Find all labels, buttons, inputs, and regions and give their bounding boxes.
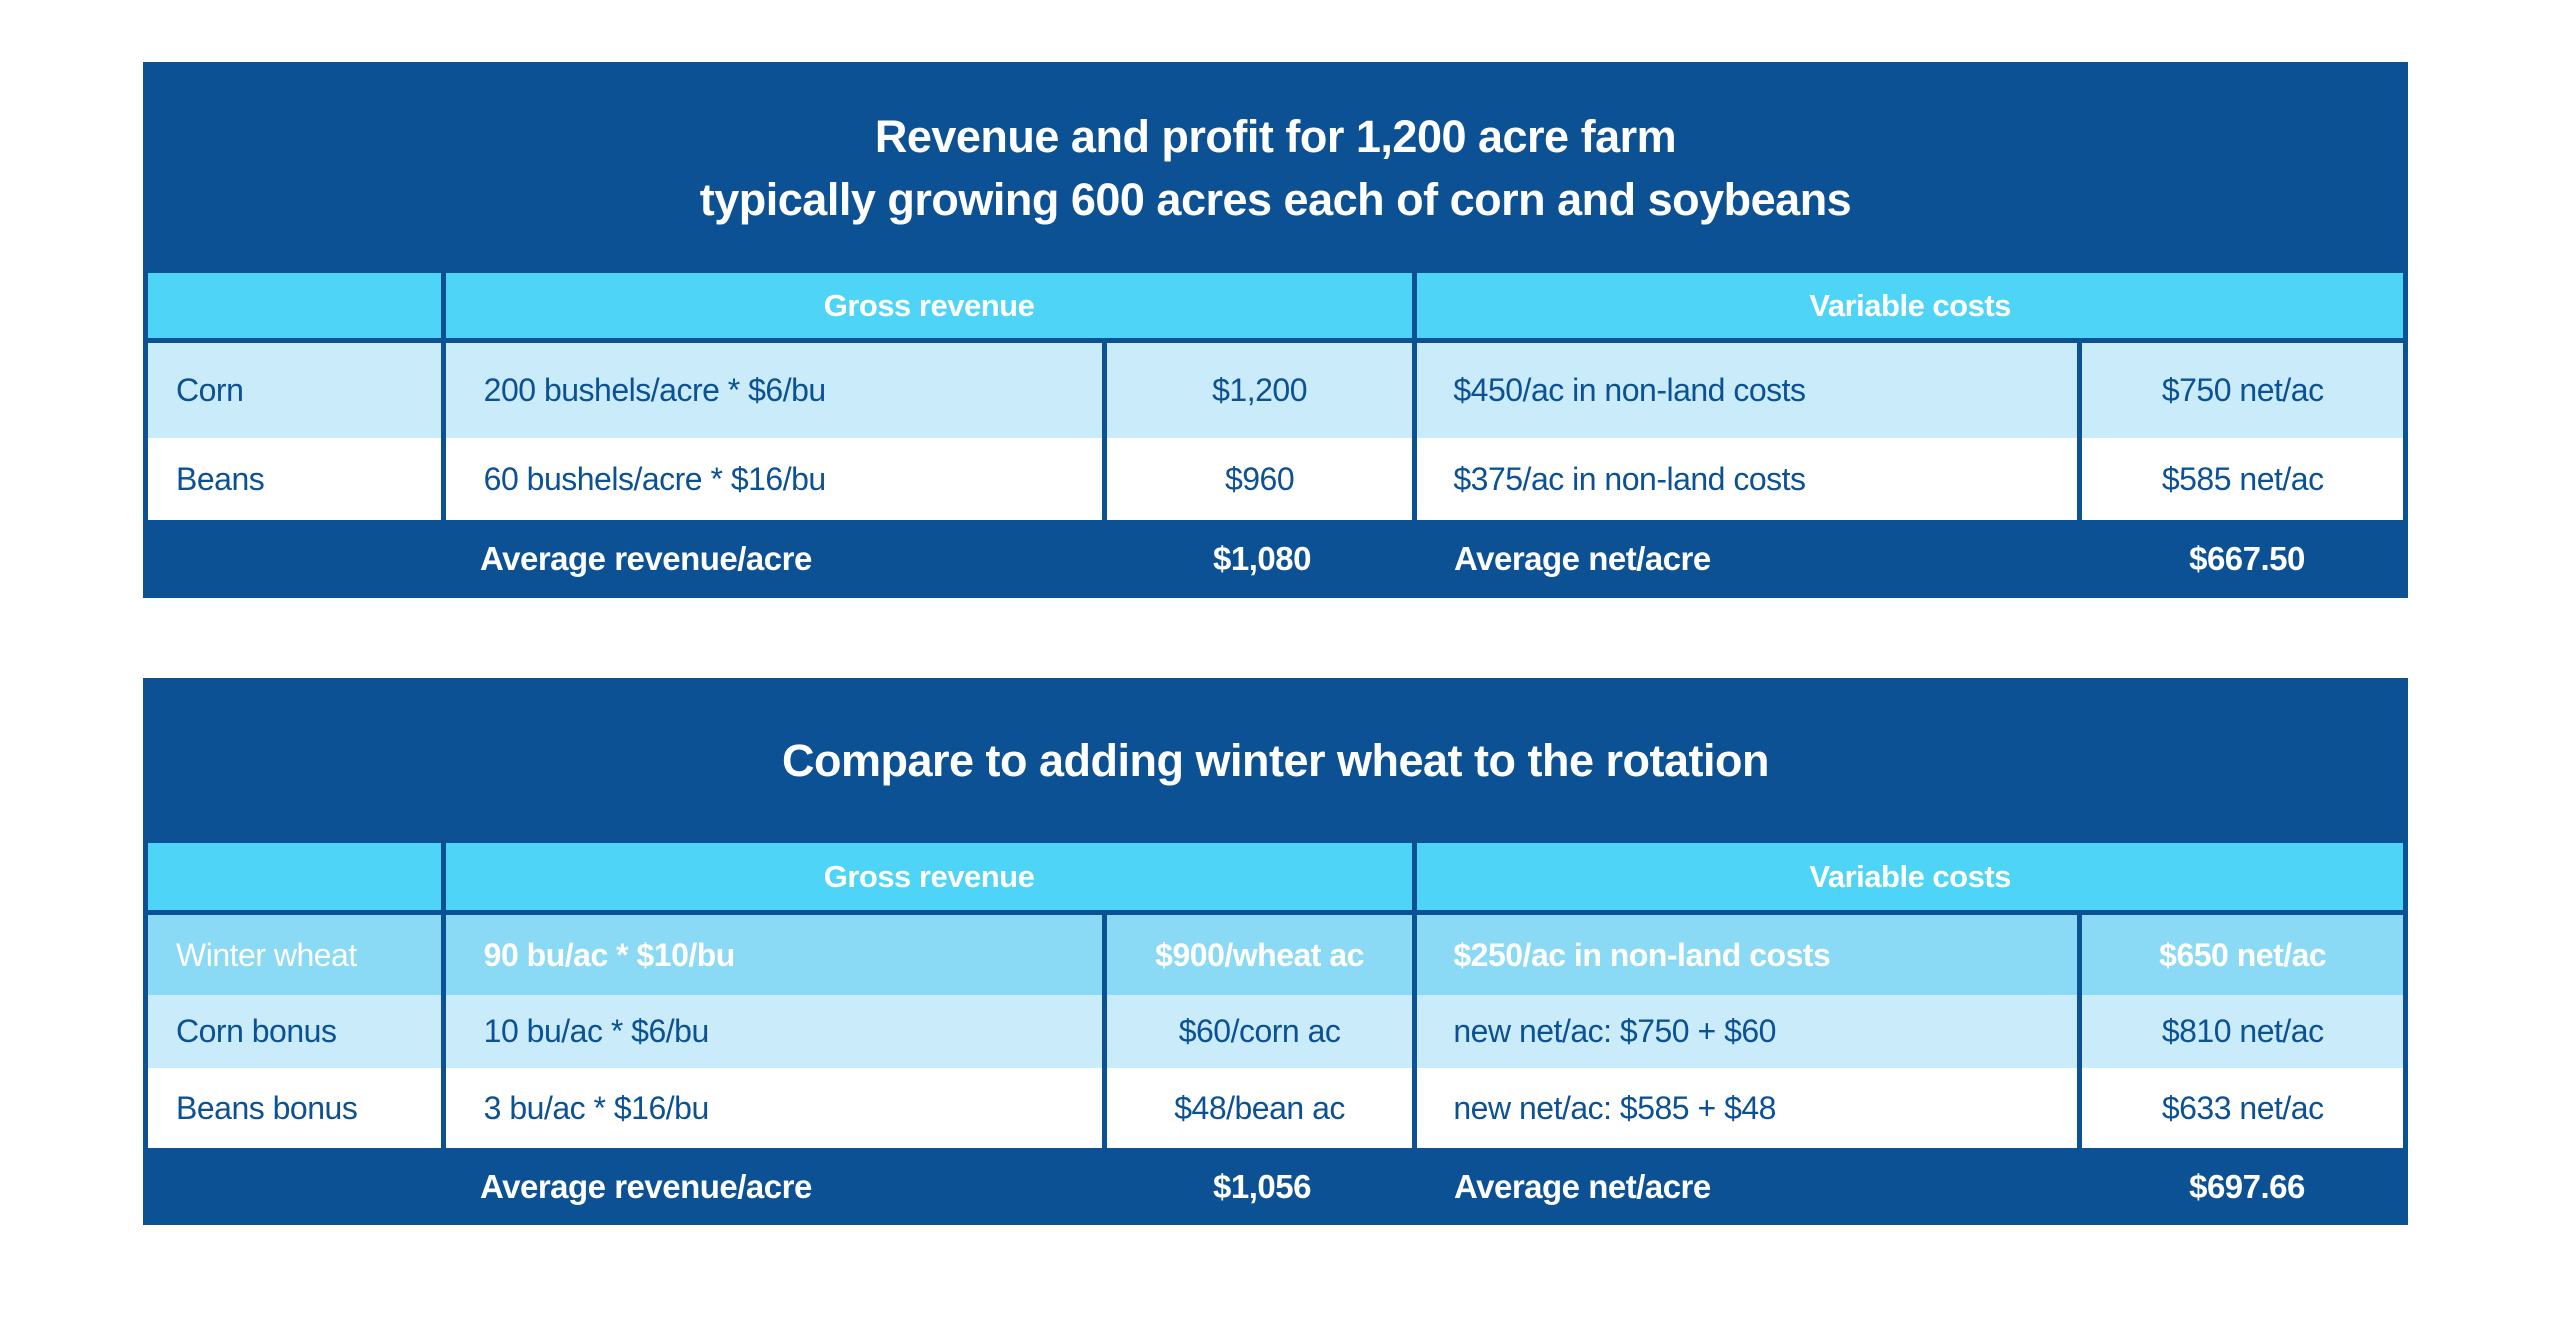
net-value: $585 net/ac bbox=[2161, 460, 2324, 497]
column-header-row: Gross revenue Variable costs bbox=[143, 843, 2408, 915]
gross-revenue-value: $1,200 bbox=[1107, 343, 1418, 438]
gross-revenue-value: $48/bean ac bbox=[1107, 1068, 1418, 1148]
gross-revenue-formula: 3 bu/ac * $16/bu bbox=[446, 1068, 1107, 1148]
variable-costs-description: $250/ac in non-land costs bbox=[1417, 915, 2083, 995]
table-row-corn: Corn 200 bushels/acre * $6/bu $1,200 $45… bbox=[143, 343, 2408, 438]
farm-revenue-table: Revenue and profit for 1,200 acre farm t… bbox=[143, 62, 2408, 598]
empty-header-cell bbox=[148, 843, 446, 910]
variable-costs-description: new net/ac: $750 + $60 bbox=[1417, 995, 2083, 1068]
table-row-beans: Beans 60 bushels/acre * $16/bu $960 $375… bbox=[143, 438, 2408, 520]
gross-revenue-formula: 60 bushels/acre * $16/bu bbox=[446, 438, 1107, 520]
empty-footer-cell bbox=[143, 520, 442, 598]
column-header-row: Gross revenue Variable costs bbox=[143, 273, 2408, 343]
row-label: Corn bonus bbox=[148, 995, 446, 1068]
net-value: $650 net/ac bbox=[2159, 936, 2327, 973]
empty-footer-cell bbox=[143, 1148, 442, 1225]
average-revenue-label: Average revenue/acre bbox=[480, 1167, 812, 1205]
table-title-line-1: Revenue and profit for 1,200 acre farm bbox=[874, 110, 1677, 162]
variable-costs-header: Variable costs bbox=[1417, 273, 2403, 338]
table-row-winter-wheat: Winter wheat 90 bu/ac * $10/bu $900/whea… bbox=[143, 915, 2408, 995]
row-label: Winter wheat bbox=[148, 915, 446, 995]
table-title-line-2: typically growing 600 acres each of corn… bbox=[699, 173, 1852, 225]
gross-revenue-value: $900/wheat ac bbox=[1107, 915, 1418, 995]
variable-costs-description: $450/ac in non-land costs bbox=[1417, 343, 2083, 438]
variable-costs-description: $375/ac in non-land costs bbox=[1417, 438, 2083, 520]
net-value: $750 net/ac bbox=[2161, 372, 2324, 408]
average-net-label: Average net/acre bbox=[1454, 540, 1711, 577]
table-row-beans-bonus: Beans bonus 3 bu/ac * $16/bu $48/bean ac… bbox=[143, 1068, 2408, 1148]
variable-costs-description: new net/ac: $585 + $48 bbox=[1417, 1068, 2083, 1148]
gross-revenue-value: $960 bbox=[1107, 438, 1418, 520]
gross-revenue-formula: 10 bu/ac * $6/bu bbox=[446, 995, 1107, 1068]
table-title-line-1: Compare to adding winter wheat to the ro… bbox=[781, 735, 1770, 786]
net-value: $810 net/ac bbox=[2161, 1013, 2324, 1049]
gross-revenue-formula: 90 bu/ac * $10/bu bbox=[446, 915, 1107, 995]
average-net-label: Average net/acre bbox=[1454, 1167, 1711, 1205]
average-net-value: $697.66 bbox=[2189, 1167, 2305, 1205]
gross-revenue-formula: 200 bushels/acre * $6/bu bbox=[446, 343, 1107, 438]
gross-revenue-header: Gross revenue bbox=[445, 273, 1418, 338]
row-label: Beans bonus bbox=[148, 1068, 446, 1148]
net-value: $633 net/ac bbox=[2161, 1089, 2324, 1126]
winter-wheat-comparison-table: Compare to adding winter wheat to the ro… bbox=[143, 678, 2408, 1225]
table-title: Revenue and profit for 1,200 acre farm t… bbox=[143, 62, 2408, 273]
table-summary-row: Average revenue/acre $1,080 Average net/… bbox=[143, 520, 2408, 598]
average-revenue-value: $1,080 bbox=[1213, 540, 1311, 577]
average-net-value: $667.50 bbox=[2189, 540, 2305, 577]
gross-revenue-value: $60/corn ac bbox=[1107, 995, 1418, 1068]
table-title: Compare to adding winter wheat to the ro… bbox=[143, 678, 2408, 843]
gross-revenue-header: Gross revenue bbox=[445, 843, 1418, 910]
average-revenue-value: $1,056 bbox=[1213, 1167, 1311, 1205]
table-row-corn-bonus: Corn bonus 10 bu/ac * $6/bu $60/corn ac … bbox=[143, 995, 2408, 1068]
row-label: Beans bbox=[148, 438, 446, 520]
row-label: Corn bbox=[148, 343, 446, 438]
variable-costs-header: Variable costs bbox=[1417, 843, 2403, 910]
average-revenue-label: Average revenue/acre bbox=[480, 540, 812, 577]
table-summary-row: Average revenue/acre $1,056 Average net/… bbox=[143, 1148, 2408, 1225]
empty-header-cell bbox=[148, 273, 446, 338]
